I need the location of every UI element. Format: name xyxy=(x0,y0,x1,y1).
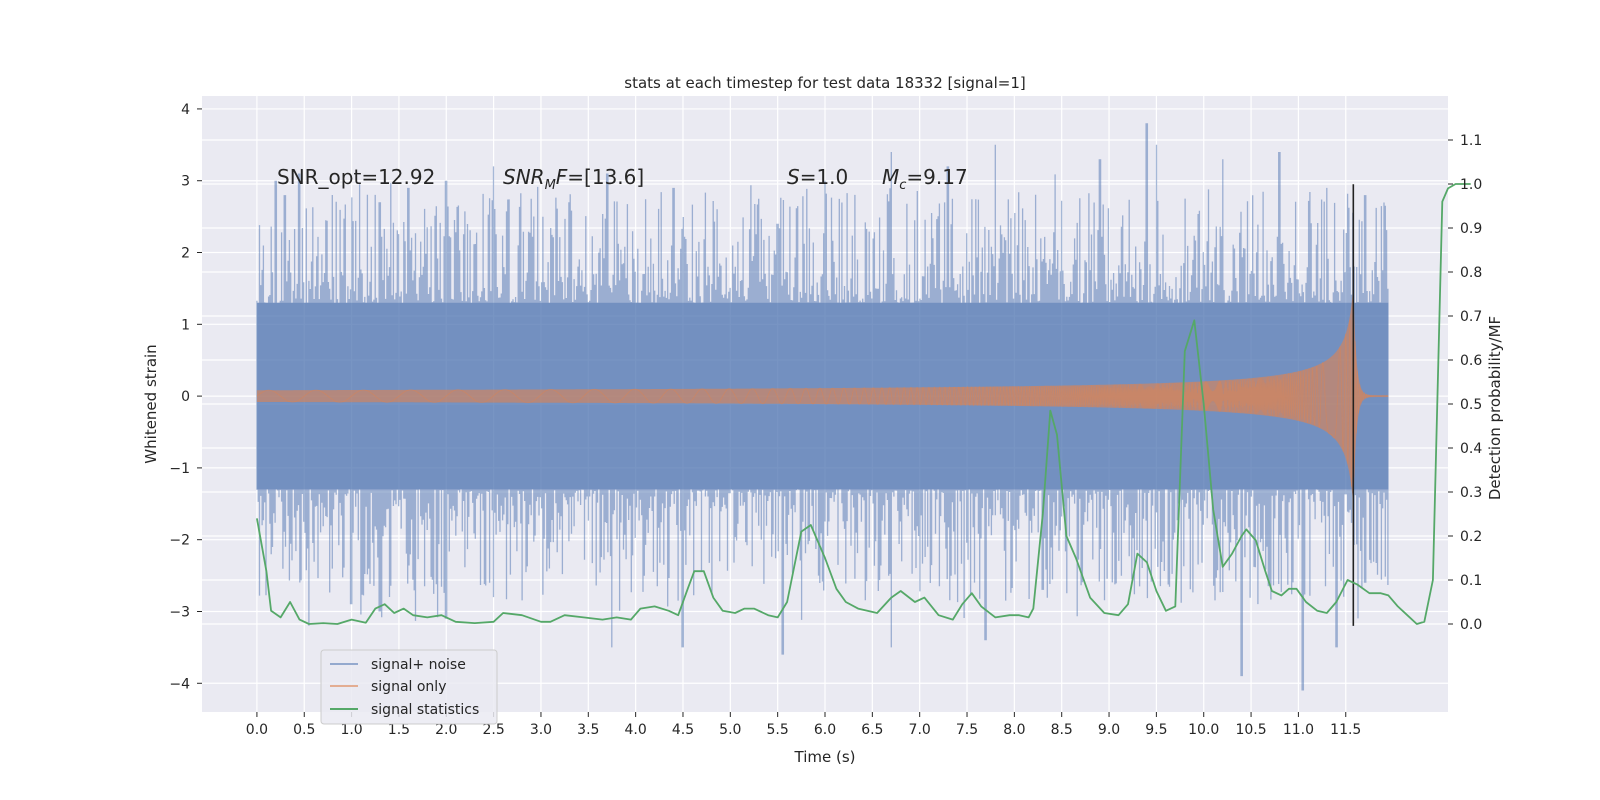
y-tick-label-7: −3 xyxy=(169,604,190,620)
x-tick-label-15: 7.5 xyxy=(956,722,978,738)
chart-title: stats at each timestep for test data 183… xyxy=(624,74,1025,92)
y-tick-label-0: 4 xyxy=(181,102,190,118)
y2-tick-label-1: 1.0 xyxy=(1460,177,1482,193)
x-tick-label-4: 2.0 xyxy=(435,722,457,738)
y2-tick-label-9: 0.2 xyxy=(1460,529,1482,545)
signal-envelope xyxy=(256,284,1389,508)
annotations: SNR_opt=12.92 SNRMF=[13.6] S=1.0 Mc=9.17 xyxy=(277,165,968,193)
x-tick-label-17: 8.5 xyxy=(1051,722,1073,738)
x-tick-label-9: 4.5 xyxy=(672,722,694,738)
y-tick-label-1: 3 xyxy=(181,174,190,190)
x-tick-label-19: 9.5 xyxy=(1145,722,1167,738)
y-tick-label-8: −4 xyxy=(169,676,190,692)
x-tick-label-20: 10.0 xyxy=(1188,722,1219,738)
annotation-snr-mf: SNRMF=[13.6] xyxy=(503,165,644,193)
series-signal-statistics xyxy=(256,183,1471,625)
x-tick-label-23: 11.5 xyxy=(1330,722,1361,738)
x-tick-label-11: 5.5 xyxy=(767,722,789,738)
legend-label-signal-statistics: signal statistics xyxy=(371,702,479,718)
y2-tick-label-7: 0.4 xyxy=(1460,441,1482,457)
y-tick-label-6: −2 xyxy=(169,533,190,549)
y2-tick-label-0: 1.1 xyxy=(1460,133,1482,149)
x-tick-label-13: 6.5 xyxy=(861,722,883,738)
y-tick-label-4: 0 xyxy=(181,389,190,405)
x-tick-label-8: 4.0 xyxy=(625,722,647,738)
x-axis-label: Time (s) xyxy=(794,748,856,766)
y-tick-label-3: 1 xyxy=(181,317,190,333)
annotation-snr-opt-text: SNR_opt=12.92 xyxy=(277,165,435,189)
x-tick-label-22: 11.0 xyxy=(1283,722,1314,738)
x-tick-label-6: 3.0 xyxy=(530,722,552,738)
y-tick-label-5: −1 xyxy=(169,461,190,477)
y2-tick-label-3: 0.8 xyxy=(1460,265,1482,281)
y2-tick-label-10: 0.1 xyxy=(1460,573,1482,589)
annotation-s: S=1.0 xyxy=(787,165,848,189)
y2-tick-label-11: 0.0 xyxy=(1460,617,1482,633)
signal-wave xyxy=(256,290,1389,487)
x-tick-label-0: 0.0 xyxy=(246,722,268,738)
y2-tick-label-6: 0.5 xyxy=(1460,397,1482,413)
x-axis: 0.0 0.5 1.0 1.5 2.0 2.5 3.0 3.5 4.0 4.5 5.0 5.5 6.0 6… xyxy=(246,712,1361,738)
x-tick-label-10: 5.0 xyxy=(719,722,741,738)
legend-box xyxy=(320,649,498,725)
y-axis-right-label: Detection probability/MF xyxy=(1486,316,1504,500)
y2-tick-label-5: 0.6 xyxy=(1460,353,1482,369)
x-tick-label-1: 0.5 xyxy=(293,722,315,738)
x-tick-label-12: 6.0 xyxy=(814,722,836,738)
y-axis-left: 4 3 2 1 0 −1 −2 −3 −4 xyxy=(169,102,202,692)
x-tick-label-3: 1.5 xyxy=(388,722,410,738)
legend-label-signal-noise: signal+ noise xyxy=(371,657,466,673)
y2-tick-label-4: 0.7 xyxy=(1460,309,1482,325)
stats-line xyxy=(256,183,1471,625)
x-tick-label-7: 3.5 xyxy=(577,722,599,738)
legend: signal+ noise signal only signal statist… xyxy=(320,649,498,725)
x-tick-label-5: 2.5 xyxy=(482,722,504,738)
y-tick-label-2: 2 xyxy=(181,246,190,262)
x-tick-label-2: 1.0 xyxy=(340,722,362,738)
series-signal-only xyxy=(256,284,1389,508)
annotation-snr-opt: SNR_opt=12.92 xyxy=(277,165,435,189)
legend-label-signal-only: signal only xyxy=(371,679,446,695)
y2-tick-label-2: 0.9 xyxy=(1460,221,1482,237)
x-tick-label-16: 8.0 xyxy=(1003,722,1025,738)
y2-tick-label-8: 0.3 xyxy=(1460,485,1482,501)
x-tick-label-14: 7.0 xyxy=(909,722,931,738)
y-axis-label: Whitened strain xyxy=(142,344,160,463)
x-tick-label-21: 10.5 xyxy=(1235,722,1266,738)
y-axis-right: 1.1 1.0 0.9 0.8 0.7 0.6 0.5 0.4 0.3 0.2 0.1 0.0 xyxy=(1448,133,1482,633)
x-tick-label-18: 9.0 xyxy=(1098,722,1120,738)
annotation-mc: Mc=9.17 xyxy=(882,165,968,193)
